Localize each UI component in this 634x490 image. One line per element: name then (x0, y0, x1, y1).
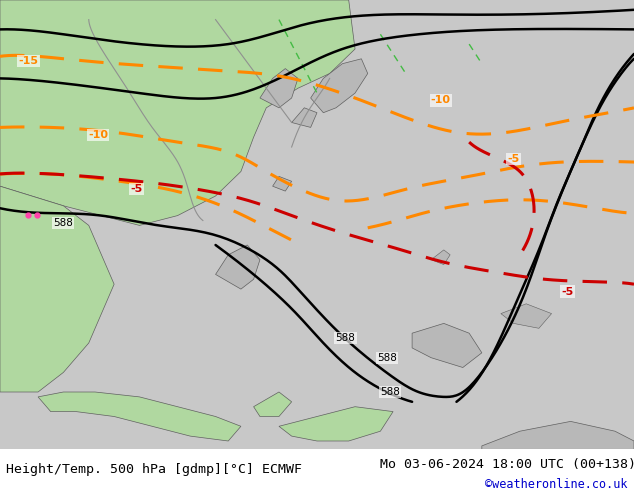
Text: -10: -10 (88, 130, 108, 140)
Text: -5: -5 (507, 154, 520, 164)
Text: Height/Temp. 500 hPa [gdmp][°C] ECMWF: Height/Temp. 500 hPa [gdmp][°C] ECMWF (6, 463, 302, 476)
Polygon shape (254, 392, 292, 416)
Text: -15: -15 (18, 56, 39, 66)
Polygon shape (38, 392, 241, 441)
Polygon shape (311, 59, 368, 113)
Polygon shape (292, 108, 317, 127)
Polygon shape (279, 407, 393, 441)
Polygon shape (273, 176, 292, 191)
Text: 588: 588 (53, 218, 74, 228)
Text: -5: -5 (561, 287, 574, 296)
Polygon shape (0, 0, 355, 225)
Text: 588: 588 (335, 333, 356, 343)
Polygon shape (0, 186, 114, 392)
Polygon shape (431, 250, 450, 265)
Polygon shape (260, 69, 298, 108)
Text: 588: 588 (377, 353, 397, 363)
Polygon shape (482, 421, 634, 449)
Text: ©weatheronline.co.uk: ©weatheronline.co.uk (485, 478, 628, 490)
Polygon shape (501, 304, 552, 328)
Text: 588: 588 (380, 387, 400, 397)
Text: -10: -10 (430, 96, 451, 105)
Text: Mo 03-06-2024 18:00 UTC (00+138): Mo 03-06-2024 18:00 UTC (00+138) (380, 458, 634, 471)
Text: -5: -5 (130, 184, 143, 194)
Polygon shape (216, 245, 260, 289)
Bar (0, 449, 634, 490)
Polygon shape (412, 323, 482, 368)
